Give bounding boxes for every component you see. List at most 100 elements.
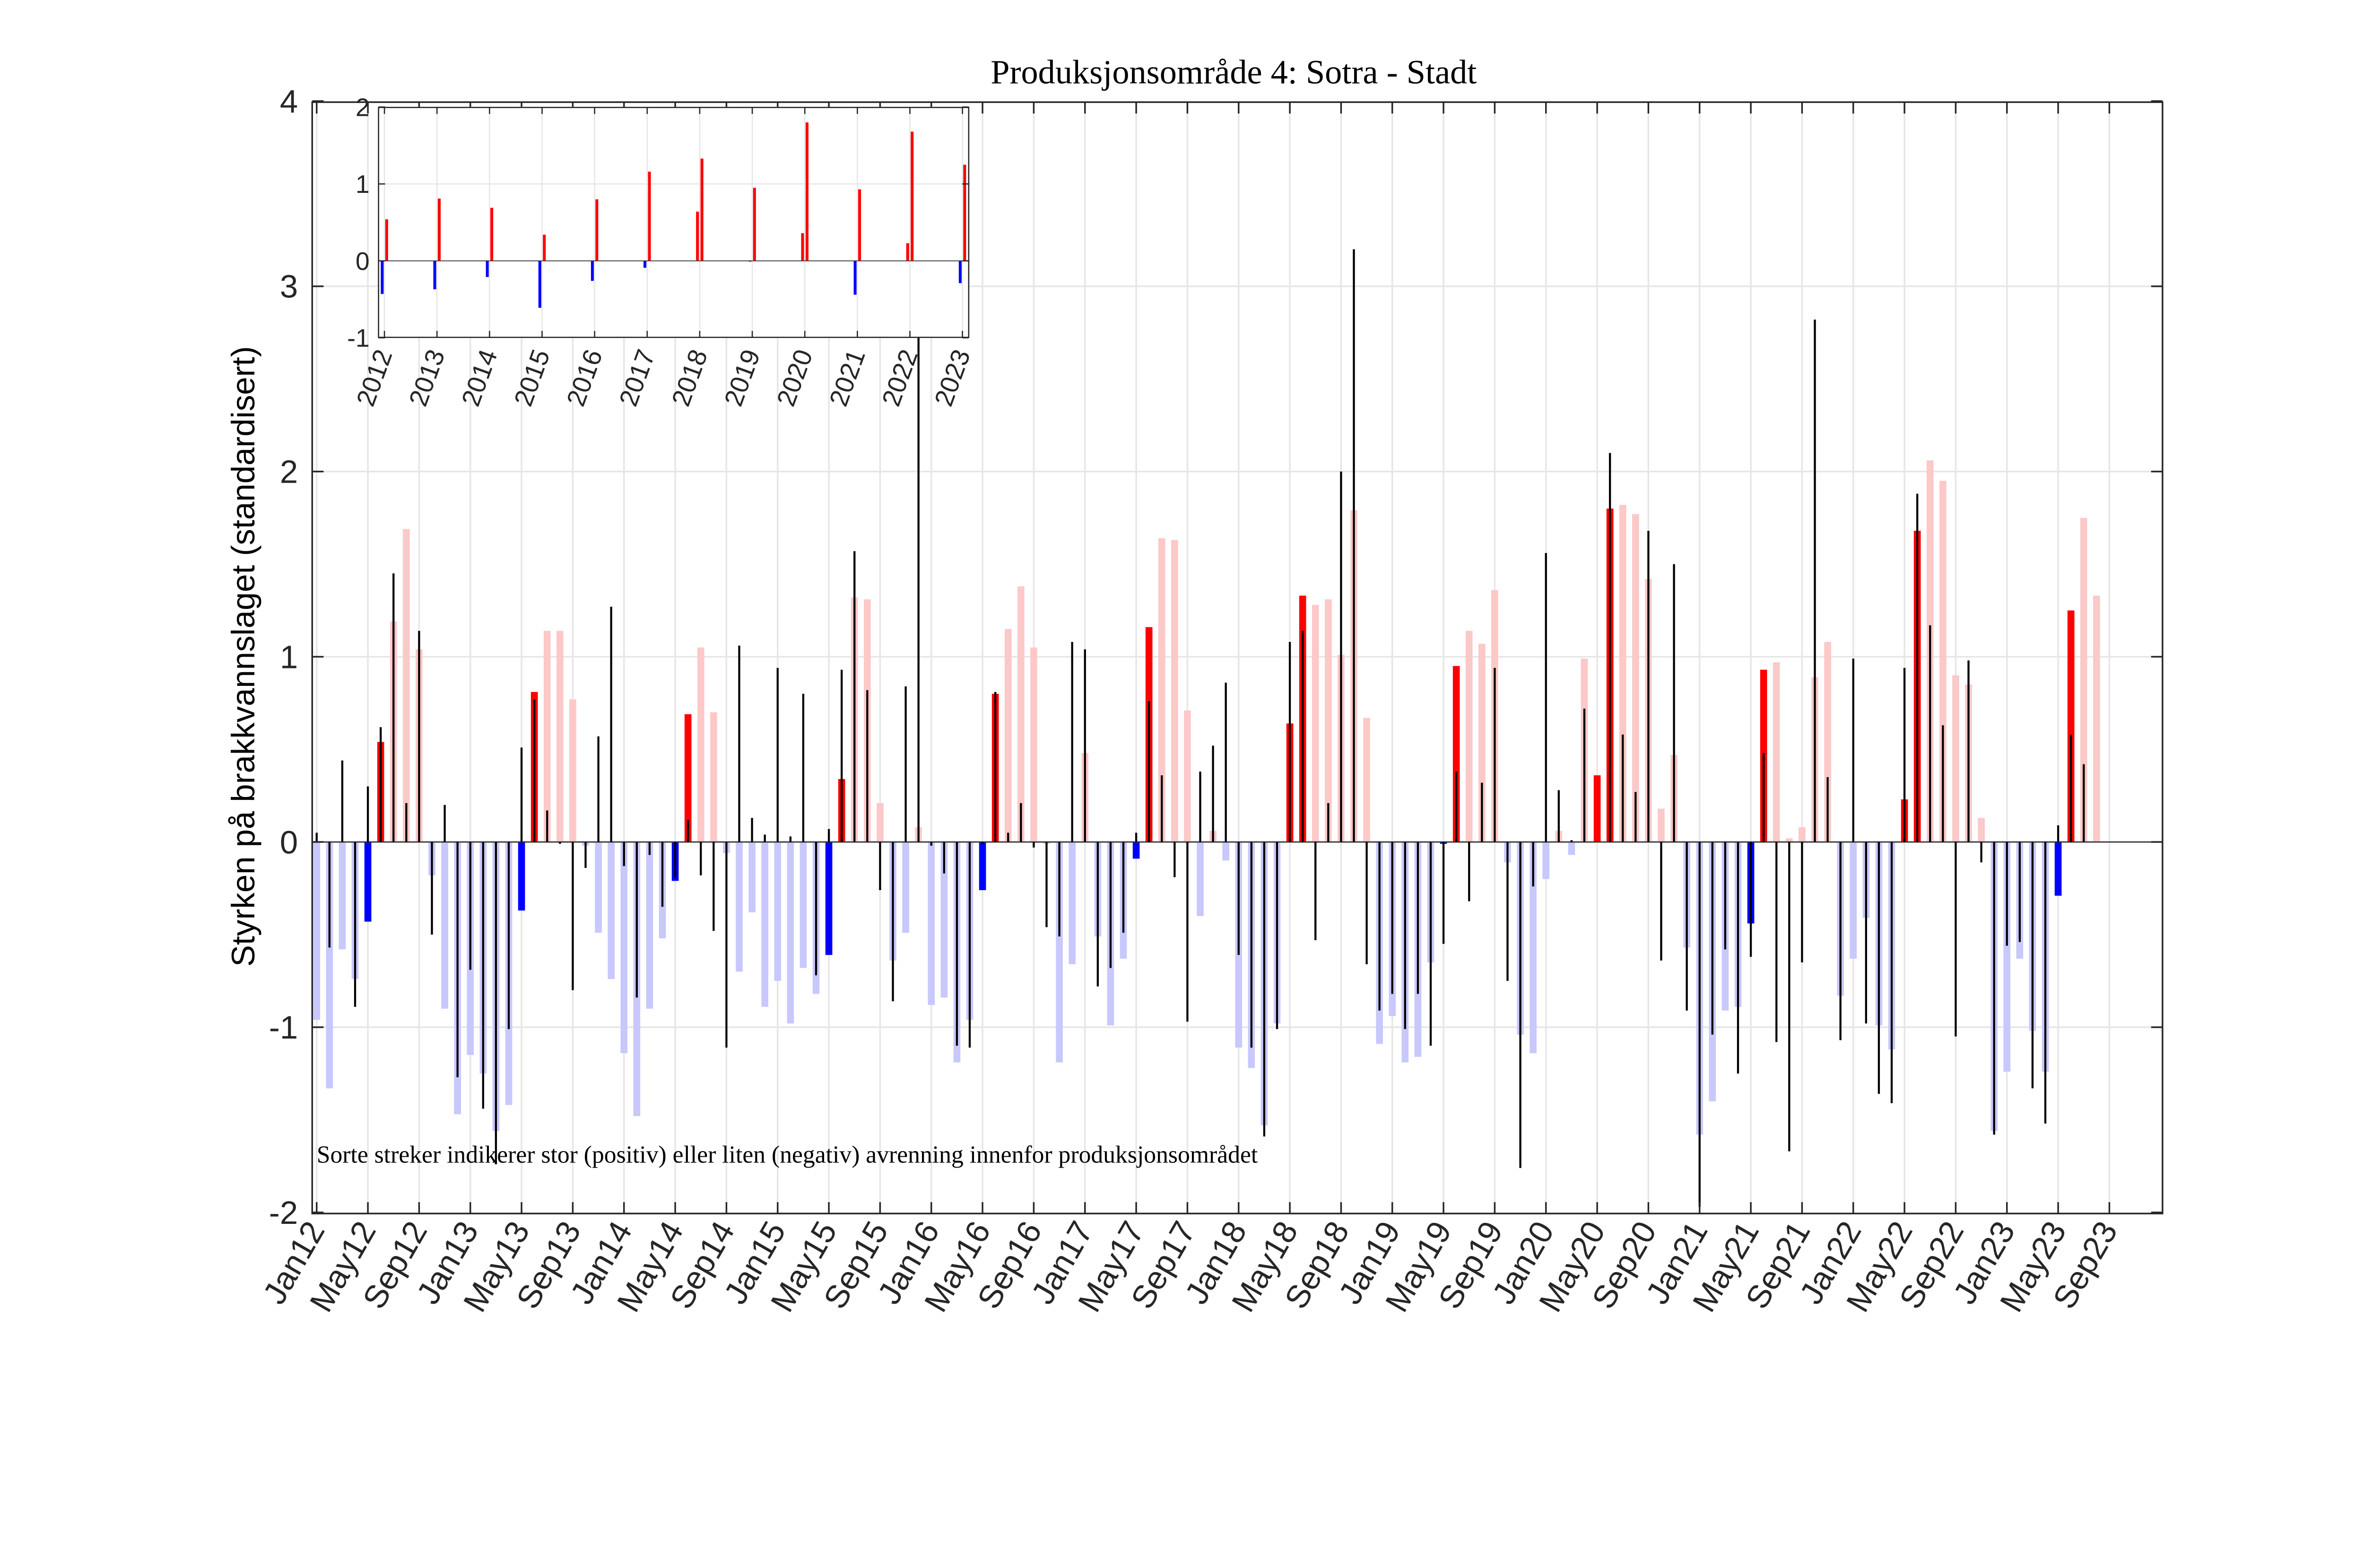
bar xyxy=(1978,818,1985,842)
bar xyxy=(748,842,756,913)
inset-bar-may xyxy=(381,260,384,294)
bar xyxy=(1030,647,1037,842)
bar xyxy=(1017,586,1025,842)
inset-y-tick-label: 0 xyxy=(356,248,370,276)
y-tick-label: -2 xyxy=(269,1195,298,1231)
inset-bar-jun xyxy=(437,199,441,261)
y-tick-label: 2 xyxy=(280,454,298,490)
bar xyxy=(1069,842,1076,964)
inset-bar-may xyxy=(433,260,436,290)
bar xyxy=(1004,629,1012,842)
inset-y-tick-label: 1 xyxy=(356,171,370,199)
bar xyxy=(1850,842,1857,959)
inset-bar-jun xyxy=(490,208,494,261)
bar xyxy=(2054,842,2062,896)
bar xyxy=(518,842,525,911)
bar xyxy=(2067,610,2075,842)
inset-bar-may xyxy=(486,260,489,277)
inset-bar-jun xyxy=(595,199,599,261)
inset-bar-jun xyxy=(911,131,914,261)
bar xyxy=(1952,675,1959,842)
annotation: Sorte streker indikerer stor (positiv) e… xyxy=(317,1142,1258,1169)
bar xyxy=(800,842,807,968)
bar xyxy=(940,842,948,998)
y-tick-label: 1 xyxy=(280,639,298,675)
bar xyxy=(684,714,692,842)
inset-axes-box xyxy=(378,106,970,338)
inset-bar-jun xyxy=(648,172,651,261)
bar xyxy=(736,842,743,972)
bar xyxy=(608,842,615,979)
inset-bar-jun xyxy=(700,158,704,261)
axes-box xyxy=(311,101,2164,1214)
bar xyxy=(787,842,794,1024)
y-tick-label: 3 xyxy=(280,269,298,305)
inset-bar-may xyxy=(906,243,909,261)
bar xyxy=(2093,596,2100,842)
inset-bar-jun xyxy=(858,189,861,261)
bar xyxy=(441,842,448,1009)
bar xyxy=(1773,662,1780,842)
inset-bar-jun xyxy=(753,188,756,261)
inset-bar-may xyxy=(853,260,857,295)
bar xyxy=(2003,842,2011,1072)
bar xyxy=(1799,827,1806,842)
bar xyxy=(1171,540,1178,842)
bar xyxy=(364,842,372,922)
inset-bar-may xyxy=(643,260,647,268)
bar xyxy=(1197,842,1204,916)
bar xyxy=(825,842,833,955)
inset-bar-jun xyxy=(385,219,388,261)
bar xyxy=(877,803,884,842)
bar xyxy=(326,842,333,1089)
inset-y-tick-label: -1 xyxy=(347,324,369,352)
bar xyxy=(928,842,935,1005)
bar xyxy=(595,842,602,933)
bar xyxy=(646,842,653,1009)
inset-bar-may xyxy=(801,233,804,261)
inset-y-tick-label: 2 xyxy=(356,94,370,121)
bar xyxy=(1542,842,1550,879)
bar xyxy=(620,842,628,1053)
bar xyxy=(1158,538,1165,842)
inset-bars xyxy=(378,122,969,308)
bar xyxy=(1056,842,1063,1063)
inset-bar-may xyxy=(958,260,962,284)
bar xyxy=(979,842,986,891)
bar xyxy=(569,699,576,842)
bar xyxy=(1452,666,1460,842)
bar xyxy=(1184,710,1191,842)
bar xyxy=(403,528,410,842)
bar xyxy=(1658,808,1665,842)
main-bars xyxy=(312,249,2163,1207)
y-tick-label: 0 xyxy=(280,824,298,860)
bar xyxy=(2080,518,2087,842)
bar xyxy=(1530,842,1537,1053)
bar xyxy=(1312,605,1319,842)
y-tick-label: 4 xyxy=(280,83,298,120)
bar xyxy=(1478,643,1486,842)
bar xyxy=(697,647,704,842)
bar xyxy=(556,631,564,842)
bar xyxy=(1824,641,1831,842)
bar xyxy=(710,712,717,842)
inset-bar-jun xyxy=(543,234,546,261)
bar xyxy=(1132,842,1140,859)
inset-bar-may xyxy=(538,260,541,308)
bar xyxy=(1939,481,1947,842)
bar xyxy=(774,842,782,981)
bar xyxy=(543,631,551,842)
chart-title: Produksjonsområde 4: Sotra - Stadt xyxy=(991,53,1477,91)
bar xyxy=(1222,842,1229,861)
bar xyxy=(1325,599,1332,842)
chart: -2-101234Jan12May12Sep12Jan13May13Sep13J… xyxy=(225,53,2164,1318)
bar xyxy=(1632,514,1639,842)
bar xyxy=(1568,842,1575,855)
y-axis-label: Styrken på brakkvannslaget (standardiser… xyxy=(225,346,261,967)
bar xyxy=(1786,838,1793,842)
bar xyxy=(1363,718,1370,842)
bar xyxy=(313,842,321,1020)
bar xyxy=(902,842,909,933)
inset-bar-may xyxy=(696,211,699,261)
bar xyxy=(339,842,346,950)
